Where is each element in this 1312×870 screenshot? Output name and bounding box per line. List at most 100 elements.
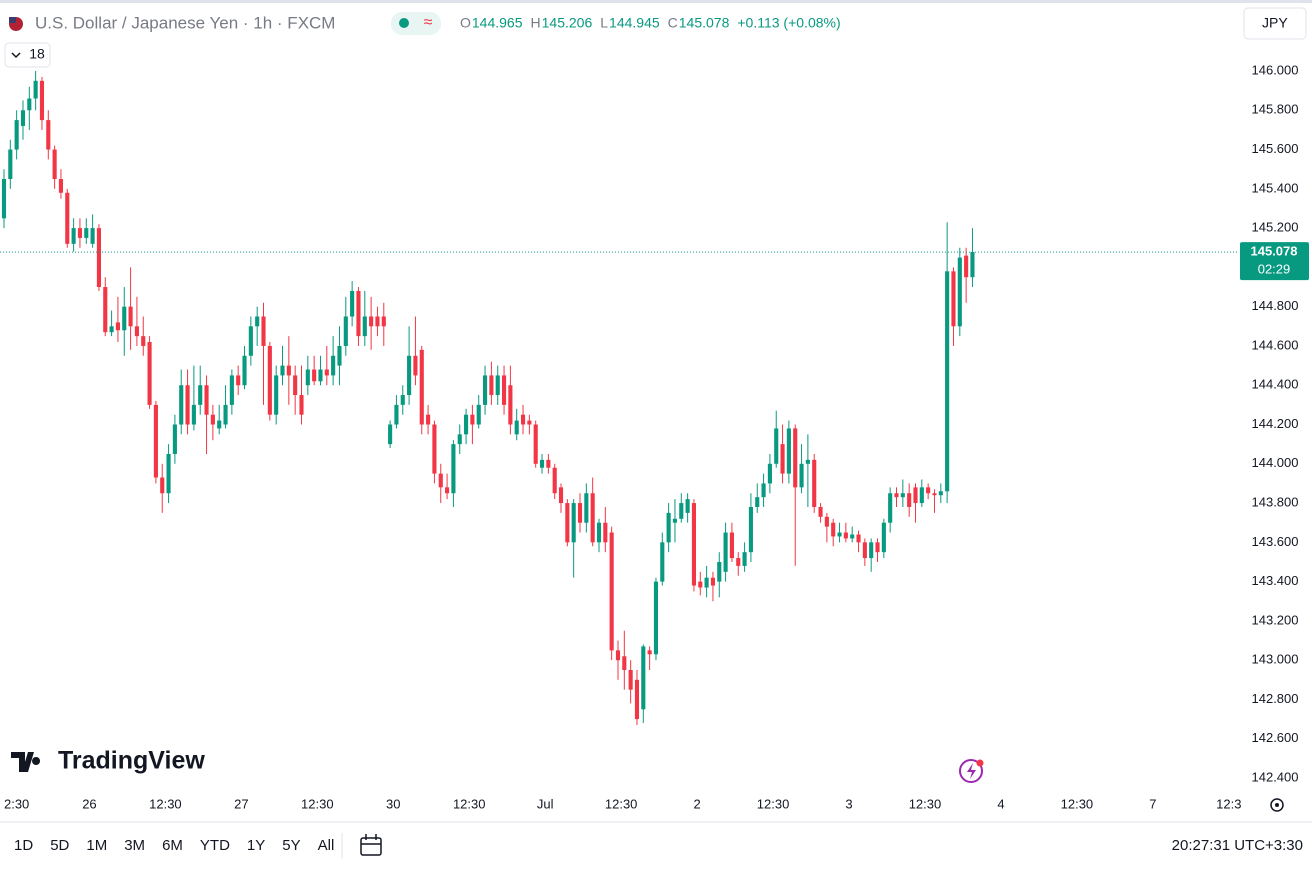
candle-body: [628, 670, 633, 690]
candle-body: [122, 306, 127, 331]
candle-body: [229, 375, 234, 405]
candle-body: [147, 342, 152, 405]
candle-body: [109, 326, 114, 333]
candle-body: [539, 459, 545, 468]
currency-button[interactable]: [1243, 7, 1307, 40]
range-button[interactable]: 5D: [50, 837, 69, 854]
candle-body: [717, 561, 722, 582]
candle-body: [39, 80, 45, 121]
y-tick-label: 146.000: [1252, 62, 1299, 77]
candle-body: [812, 459, 817, 507]
y-tick-label: 145.800: [1252, 102, 1299, 117]
delay-icon: ≈: [424, 14, 433, 31]
candle-body: [546, 459, 551, 468]
candle-body: [185, 385, 190, 425]
candle-body: [856, 534, 861, 543]
candle-body: [324, 369, 329, 376]
candle-body: [869, 542, 874, 559]
x-tick-label: 27: [234, 796, 248, 811]
candle-body: [603, 522, 608, 543]
chevron-icon: [11, 52, 21, 59]
candle-body: [926, 487, 931, 494]
calendar-body: [360, 837, 382, 856]
candle-body: [115, 322, 120, 331]
candle-body: [552, 467, 557, 494]
candle-body: [362, 316, 367, 337]
logo-mark: [11, 752, 41, 772]
range-button[interactable]: 1D: [14, 837, 33, 854]
brand-name: TradingView: [58, 747, 205, 775]
candle-body: [210, 414, 215, 425]
bolt: [967, 763, 976, 779]
candle-body: [293, 375, 298, 396]
candle-body: [736, 558, 741, 566]
candle-body: [153, 404, 158, 478]
y-tick-label: 144.400: [1252, 377, 1299, 392]
range-button[interactable]: 5Y: [282, 837, 300, 854]
alert-icon[interactable]: [959, 759, 983, 783]
y-tick-label: 142.800: [1252, 691, 1299, 706]
candle-body: [90, 228, 95, 244]
range-button[interactable]: 1Y: [247, 837, 265, 854]
candle-body: [951, 271, 956, 327]
indicators-toggle[interactable]: [4, 42, 51, 68]
candle-body: [217, 420, 222, 429]
candle-body: [691, 503, 697, 586]
candle-body: [875, 542, 880, 553]
candle-body: [748, 506, 753, 553]
settings-icon[interactable]: [1270, 798, 1284, 812]
candle-body: [767, 463, 772, 484]
countdown: 02:29: [1258, 262, 1291, 277]
status-pill[interactable]: [391, 12, 441, 35]
candle-body: [274, 375, 279, 415]
candle-body: [172, 424, 177, 454]
candle-body: [704, 577, 709, 588]
x-tick-label: 12:30: [757, 796, 790, 811]
candle-body: [236, 375, 241, 386]
candle-body: [742, 552, 747, 566]
candle-body: [476, 404, 481, 425]
candle-body: [793, 428, 798, 488]
ohlc-legend: O 144.965 H 145.206 L 144.945 C 145.078: [460, 15, 730, 31]
candle-body: [590, 493, 595, 543]
x-tick-label: 12:30: [909, 796, 942, 811]
range-button[interactable]: 1M: [86, 837, 107, 854]
x-tick-label: 12:30: [453, 796, 486, 811]
y-tick-label: 142.600: [1252, 730, 1299, 745]
range-button[interactable]: 3M: [124, 837, 145, 854]
x-tick-label: 4: [997, 796, 1004, 811]
x-tick-label: Jul: [537, 796, 554, 811]
candle-body: [533, 424, 538, 464]
y-tick-label: 142.400: [1252, 769, 1299, 784]
x-tick-label: 2:30: [4, 796, 29, 811]
candle-body: [647, 650, 652, 655]
candle-body: [489, 375, 494, 396]
candle-body: [204, 385, 209, 415]
x-tick-label: 12:3: [1216, 796, 1241, 811]
indicators-count: 18: [29, 46, 45, 62]
candle-body: [520, 414, 526, 425]
candle-body: [938, 491, 943, 496]
currency: JPY: [1262, 15, 1288, 31]
candle-body: [242, 355, 247, 386]
candle-body: [729, 532, 734, 559]
y-tick-label: 144.200: [1252, 416, 1299, 431]
ohlc-label: H: [531, 15, 541, 31]
candle-body: [470, 414, 475, 425]
candle-body: [900, 493, 905, 498]
range-button[interactable]: YTD: [200, 837, 230, 854]
candle-body: [596, 522, 602, 543]
candle-body: [641, 646, 646, 710]
candle-body: [957, 257, 962, 327]
range-button[interactable]: 6M: [162, 837, 183, 854]
candle-body: [191, 404, 196, 425]
candle-body: [609, 532, 614, 651]
flag-canton: [9, 17, 16, 23]
candle-body: [375, 316, 380, 327]
ohlc-value: 144.945: [609, 15, 660, 31]
candle-body: [761, 483, 766, 498]
calendar-icon[interactable]: [360, 834, 382, 856]
candle-body: [457, 434, 462, 445]
range-button[interactable]: All: [318, 837, 335, 854]
candle-body: [881, 522, 886, 553]
